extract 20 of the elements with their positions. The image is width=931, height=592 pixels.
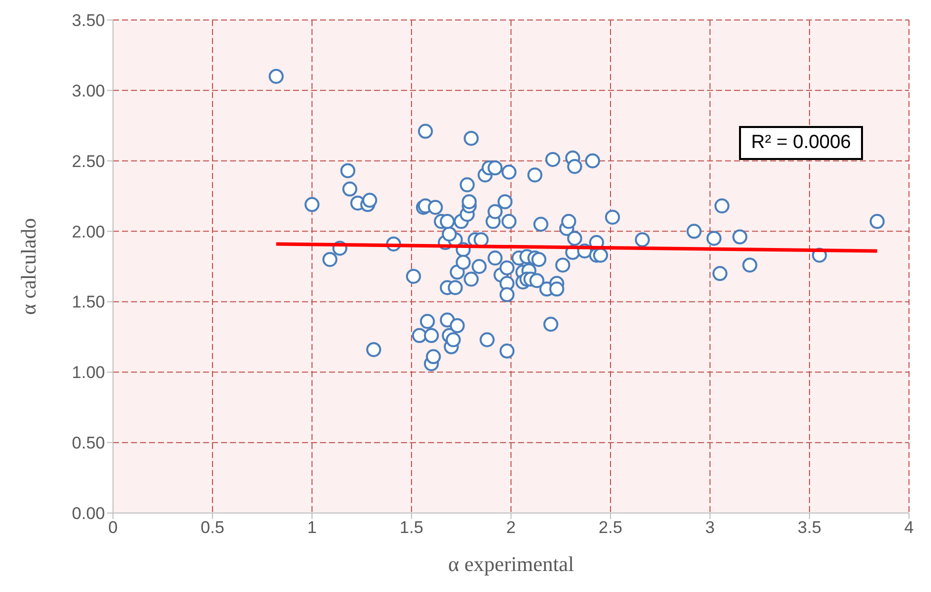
y-tick-label: 2.00 xyxy=(72,222,105,242)
y-tick-label: 1.50 xyxy=(72,292,105,312)
y-tick-label: 2.50 xyxy=(72,152,105,171)
x-tick-label: 0 xyxy=(108,518,118,538)
y-tick-label: 3.50 xyxy=(72,11,105,30)
y-tick-label: 0.50 xyxy=(72,434,105,453)
x-tick-label: 2.5 xyxy=(598,518,622,538)
x-tick-label: 4 xyxy=(904,518,914,538)
x-tick-label: 3.5 xyxy=(798,518,822,538)
y-tick-label: 1.00 xyxy=(72,363,105,382)
x-axis-title: α experimental xyxy=(448,552,574,576)
x-tick-label: 1.5 xyxy=(400,518,424,538)
x-tick-label: 1 xyxy=(307,518,317,538)
y-axis-title: α calculado xyxy=(16,218,40,315)
x-tick-label: 0.5 xyxy=(200,518,224,538)
x-tick-label: 3 xyxy=(705,518,715,538)
annotation: R² = 0.0006 xyxy=(739,126,863,160)
x-tick-label: 2 xyxy=(506,518,516,538)
y-tick-label: 3.00 xyxy=(72,81,105,100)
y-tick-label: 0.00 xyxy=(72,504,105,524)
